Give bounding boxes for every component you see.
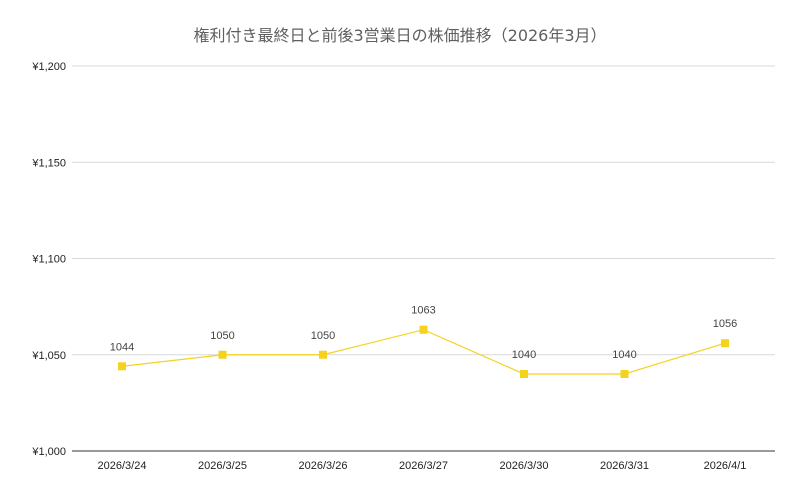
x-tick-label: 2026/3/31 (600, 460, 649, 472)
data-point (218, 350, 227, 359)
data-point (118, 362, 126, 371)
data-point (419, 325, 428, 334)
y-tick-label: ¥1,100 (31, 254, 66, 266)
x-tick-label: 2026/4/1 (704, 460, 747, 472)
chart-title: 権利付き最終日と前後3営業日の株価推移（2026年3月） (193, 26, 607, 45)
x-tick-label: 2026/3/24 (98, 460, 147, 472)
data-label: 1056 (713, 318, 737, 330)
x-tick-label: 2026/3/26 (299, 460, 348, 472)
data-label: 1040 (612, 349, 636, 361)
data-label: 1044 (110, 341, 134, 353)
x-tick-label: 2026/3/25 (198, 460, 247, 472)
data-point (620, 370, 629, 378)
data-label: 1063 (411, 305, 435, 317)
y-tick-label: ¥1,050 (31, 350, 66, 362)
data-point (319, 350, 327, 359)
x-tick-label: 2026/3/27 (399, 460, 448, 472)
data-label: 1040 (512, 349, 536, 361)
y-tick-label: ¥1,200 (31, 61, 66, 73)
data-point (520, 370, 528, 378)
data-label: 1050 (311, 330, 335, 342)
data-label: 1050 (210, 330, 234, 342)
data-point (721, 339, 729, 348)
y-tick-label: ¥1,150 (31, 157, 66, 169)
x-tick-label: 2026/3/30 (500, 460, 549, 472)
y-tick-label: ¥1,000 (31, 446, 66, 458)
